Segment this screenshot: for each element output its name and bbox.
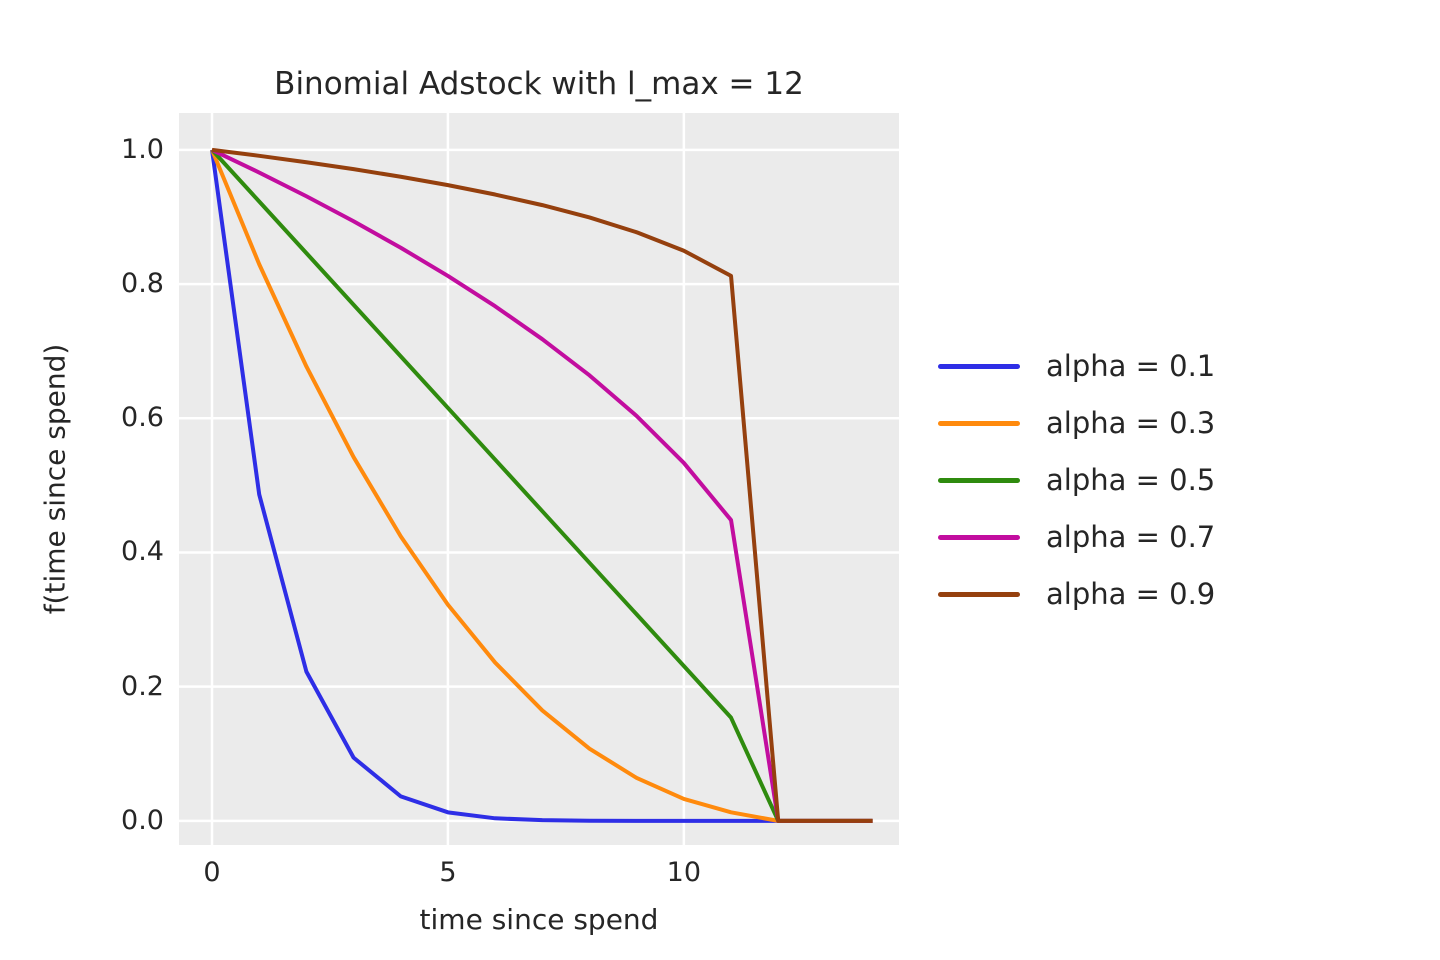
- y-tick-label-0.0: 0.0: [121, 804, 164, 836]
- plot-canvas: [179, 113, 899, 845]
- legend-item-alpha0.1: alpha = 0.1: [938, 349, 1215, 383]
- series-line-alpha0.3: [210, 149, 873, 823]
- chart-title: Binomial Adstock with l_max = 12: [274, 66, 804, 102]
- legend-swatch-alpha0.1: [938, 363, 1020, 369]
- legend-item-alpha0.3: alpha = 0.3: [938, 406, 1215, 440]
- y-tick-label-0.2: 0.2: [121, 670, 164, 702]
- x-axis-label: time since spend: [419, 903, 659, 936]
- y-tick-label-0.4: 0.4: [121, 536, 164, 568]
- legend: alpha = 0.1 alpha = 0.3 alpha = 0.5 alpha =…: [938, 349, 1215, 611]
- legend-item-alpha0.5: alpha = 0.5: [938, 463, 1215, 497]
- legend-label: alpha = 0.3: [1046, 406, 1216, 440]
- legend-label: alpha = 0.7: [1046, 520, 1216, 554]
- x-tick-label-0: 0: [203, 857, 221, 888]
- y-tick-label-0.8: 0.8: [121, 268, 164, 300]
- legend-swatch-alpha0.7: [938, 534, 1020, 540]
- series-line-alpha0.1: [210, 149, 873, 823]
- legend-swatch-alpha0.9: [938, 591, 1020, 597]
- legend-swatch-alpha0.5: [938, 477, 1020, 483]
- y-axis-label: f(time since spend): [38, 343, 72, 615]
- plot-area: [179, 113, 899, 845]
- y-tick-label-0.6: 0.6: [121, 402, 164, 434]
- legend-label: alpha = 0.5: [1046, 463, 1216, 497]
- series-line-alpha0.5: [210, 148, 873, 823]
- y-tick-label-1.0: 1.0: [121, 133, 164, 165]
- series-line-alpha0.9: [211, 147, 873, 823]
- legend-label: alpha = 0.9: [1046, 577, 1216, 611]
- legend-item-alpha0.7: alpha = 0.7: [938, 520, 1215, 554]
- x-tick-label-5: 5: [439, 857, 457, 888]
- series-line-alpha0.7: [211, 148, 873, 823]
- legend-item-alpha0.9: alpha = 0.9: [938, 577, 1215, 611]
- legend-label: alpha = 0.1: [1046, 349, 1216, 383]
- x-tick-label-10: 10: [666, 857, 702, 888]
- legend-swatch-alpha0.3: [938, 420, 1020, 426]
